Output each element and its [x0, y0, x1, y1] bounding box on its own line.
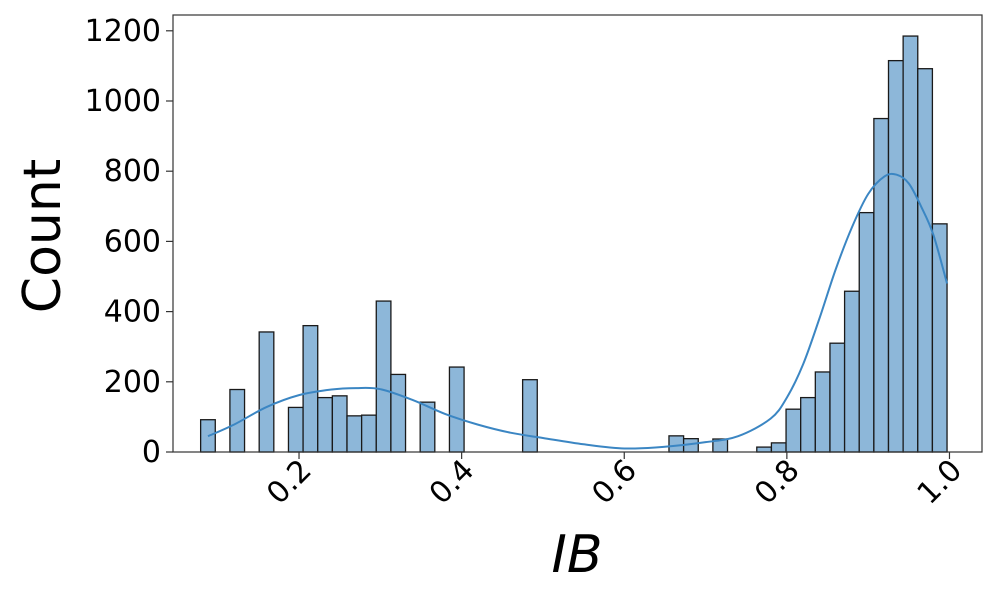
plot-frame — [172, 14, 983, 453]
histogram-bar — [843, 290, 860, 453]
histogram-bar — [346, 415, 363, 453]
x-axis-ticks: 0.2 0.4 0.6 0.8 1.0 — [260, 452, 969, 511]
histogram-bars — [199, 35, 948, 453]
histogram-bar — [785, 408, 802, 453]
histogram-bar — [287, 406, 304, 453]
histogram-bar — [756, 446, 773, 453]
histogram-bar — [448, 366, 465, 453]
histogram-bar — [331, 395, 348, 453]
x-tick-label: 0.2 — [260, 453, 318, 511]
histogram-bar — [521, 379, 538, 453]
y-tick-label: 0 — [142, 435, 161, 470]
histogram-bar — [668, 435, 685, 453]
y-tick-label: 200 — [104, 365, 161, 400]
histogram-bar — [390, 373, 407, 453]
kde-curve-group — [207, 172, 949, 450]
histogram-bar — [317, 396, 334, 453]
y-tick-label: 600 — [104, 224, 161, 259]
x-axis-label: IB — [551, 525, 602, 585]
histogram-bar — [375, 300, 392, 453]
y-tick-label: 400 — [104, 295, 161, 330]
histogram-bar — [360, 414, 377, 453]
histogram-bar — [917, 68, 934, 453]
histogram-bar — [829, 342, 846, 453]
histogram-bar — [887, 59, 904, 453]
y-tick-label: 800 — [104, 154, 161, 189]
histogram-bar — [770, 442, 787, 453]
x-tick-label: 1.0 — [911, 453, 969, 511]
x-tick-label: 0.8 — [748, 453, 806, 511]
histogram-bar — [858, 211, 875, 453]
y-axis-ticks: 0 200 400 600 800 1000 1200 — [85, 14, 173, 470]
histogram-bar — [873, 117, 890, 453]
histogram-bar — [902, 35, 919, 453]
y-tick-label: 1200 — [85, 14, 161, 49]
histogram-bar — [258, 331, 275, 453]
x-tick-label: 0.6 — [585, 453, 643, 511]
y-tick-label: 1000 — [85, 84, 161, 119]
kde-curve — [207, 172, 949, 450]
histogram-bar — [302, 324, 319, 453]
histogram-bar — [814, 371, 831, 453]
y-axis-label: Count — [13, 159, 73, 313]
x-tick-label: 0.4 — [423, 453, 481, 511]
histogram-bar — [800, 396, 816, 453]
